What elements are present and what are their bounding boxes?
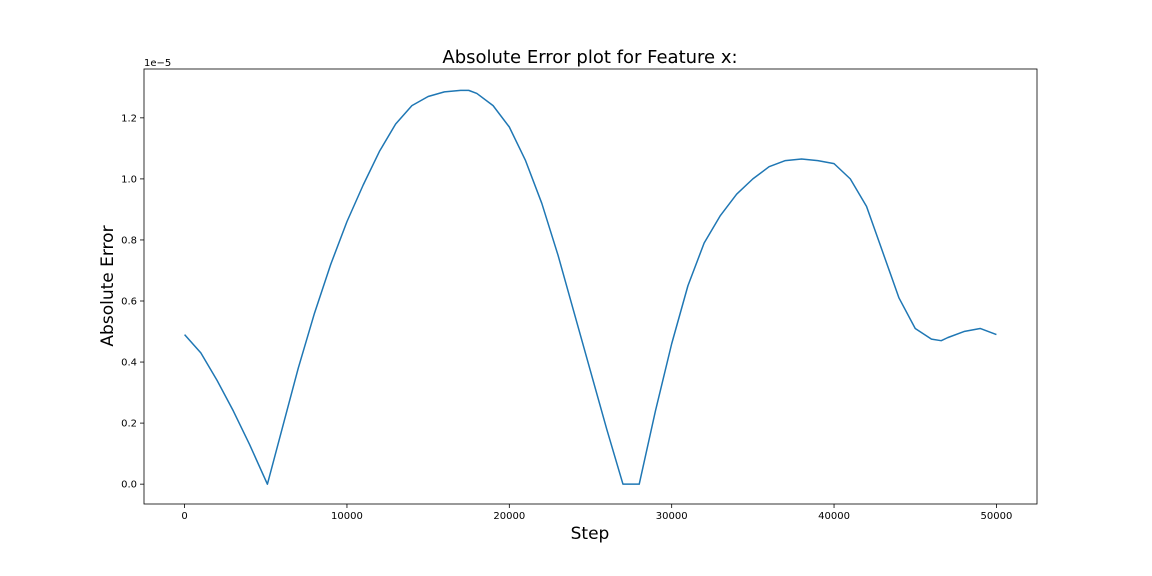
series-line bbox=[184, 89, 997, 485]
y-tick-label: 0.2 bbox=[121, 419, 137, 430]
x-tick-label: 40000 bbox=[818, 511, 850, 522]
y-axis-label: Absolute Error bbox=[98, 225, 118, 346]
chart-title: Absolute Error plot for Feature x: bbox=[442, 47, 737, 68]
x-tick-label: 50000 bbox=[981, 511, 1013, 522]
y-axis: 0.0 0.2 0.4 0.6 0.8 1.0 1.2 bbox=[121, 113, 144, 491]
x-tick-label: 30000 bbox=[656, 511, 688, 522]
y-tick-label: 0.4 bbox=[121, 358, 137, 369]
plot-frame bbox=[143, 68, 1038, 505]
y-tick-label: 0.6 bbox=[121, 297, 137, 308]
x-tick-label: 10000 bbox=[331, 511, 363, 522]
y-axis-offset-label: 1e−5 bbox=[144, 58, 171, 69]
x-axis: 0 10000 20000 30000 40000 50000 bbox=[181, 504, 1012, 522]
y-tick-label: 0.0 bbox=[121, 480, 137, 491]
y-tick-label: 1.2 bbox=[121, 113, 137, 124]
y-tick-label: 0.8 bbox=[121, 235, 137, 246]
y-tick-label: 1.0 bbox=[121, 174, 137, 185]
x-axis-label: Step bbox=[571, 524, 610, 544]
x-tick-label: 0 bbox=[181, 511, 187, 522]
x-tick-label: 20000 bbox=[493, 511, 525, 522]
plot-area bbox=[143, 68, 1038, 505]
